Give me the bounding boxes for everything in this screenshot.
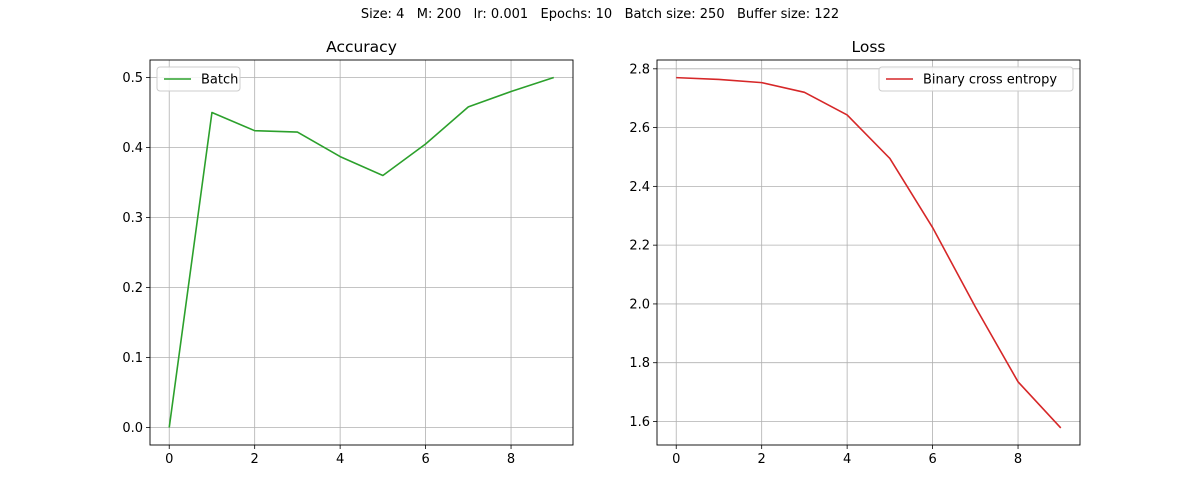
y-tick-label: 0.5 [122, 71, 143, 86]
x-tick-label: 8 [1014, 452, 1022, 467]
plot-frame [149, 59, 574, 446]
legend-box [156, 66, 241, 92]
x-tick-label: 2 [251, 452, 259, 467]
y-tick-label: 2.0 [629, 297, 650, 312]
y-tick-label: 0.2 [122, 281, 143, 296]
y-tick-label: 2.8 [629, 62, 650, 77]
y-tick-label: 2.4 [629, 180, 650, 195]
x-tick-label: 2 [758, 452, 766, 467]
y-tick-label: 0.3 [122, 211, 143, 226]
x-tick-label: 0 [165, 452, 173, 467]
figure-title: Size: 4 M: 200 lr: 0.001 Epochs: 10 Batc… [360, 7, 840, 22]
accuracy-chart: 0 2 4 6 8 0.0 0.1 0.2 0.3 0.4 0.5 Accuracy Batch [122, 38, 574, 467]
legend: Batch [156, 66, 241, 92]
y-tick-label: 1.6 [629, 415, 650, 430]
legend-box [878, 66, 1074, 92]
chart-title: Loss [852, 38, 886, 56]
x-tick-label: 0 [672, 452, 680, 467]
x-tick-label: 6 [928, 452, 936, 467]
y-tick-label: 0.0 [122, 421, 143, 436]
y-tick-label: 2.2 [629, 239, 650, 254]
y-tick-label: 2.6 [629, 121, 650, 136]
y-tick-label: 0.4 [122, 141, 143, 156]
series-line [676, 76, 1062, 429]
legend: Binary cross entropy [878, 66, 1074, 92]
y-tick-label: 0.1 [122, 351, 143, 366]
legend-label: Batch [201, 73, 238, 88]
x-tick-label: 8 [507, 452, 515, 467]
x-tick-label: 4 [336, 452, 344, 467]
plot-frame [656, 59, 1081, 446]
chart-title: Accuracy [326, 38, 397, 56]
y-tick-label: 1.8 [629, 356, 650, 371]
x-tick-label: 4 [843, 452, 851, 467]
series-line [168, 76, 555, 428]
legend-label: Binary cross entropy [923, 73, 1057, 88]
loss-chart: 0 2 4 6 8 1.6 1.8 2.0 2.2 2.4 2.6 2.8 Loss Binary cro… [629, 38, 1081, 467]
x-tick-label: 6 [421, 452, 429, 467]
